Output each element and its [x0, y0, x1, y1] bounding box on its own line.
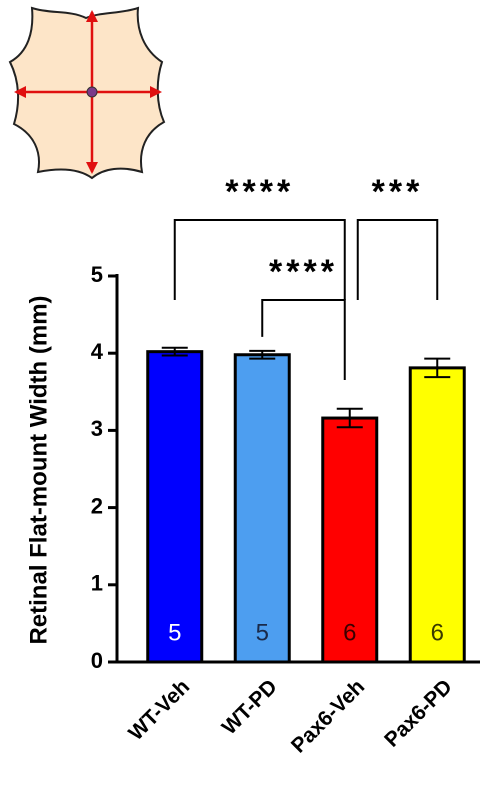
y-axis-label: Retinal Flat-mount Width (mm): [25, 295, 52, 644]
bar: [235, 355, 289, 662]
significance-label: ***: [372, 173, 424, 211]
y-tick-label: 1: [91, 571, 103, 596]
y-tick-label: 0: [91, 648, 103, 673]
sample-size: 5: [168, 619, 181, 646]
x-tick-label: WT-PD: [218, 675, 282, 739]
y-tick-label: 2: [91, 493, 103, 518]
sample-size: 6: [343, 619, 356, 646]
x-tick-label: Pax6-PD: [380, 675, 457, 752]
bar: [148, 352, 202, 662]
significance-label: ****: [225, 173, 294, 211]
y-tick-label: 5: [91, 262, 103, 287]
significance-label: ****: [269, 253, 338, 291]
significance-bracket: [358, 220, 438, 300]
x-tick-label: Pax6-Veh: [287, 675, 369, 757]
x-tick-label: WT-Veh: [124, 675, 194, 745]
y-tick-label: 4: [91, 339, 104, 364]
sample-size: 6: [431, 619, 444, 646]
chart: Retinal Flat-mount Width (mm) 0 1 2 3 4 5 5 WT-…: [0, 0, 500, 798]
y-tick-label: 3: [91, 416, 103, 441]
bar: [410, 368, 464, 662]
page: {"chart_data": {"type": "bar", "y_label"…: [0, 0, 500, 798]
retina-icon: [10, 8, 164, 178]
sample-size: 5: [256, 619, 269, 646]
